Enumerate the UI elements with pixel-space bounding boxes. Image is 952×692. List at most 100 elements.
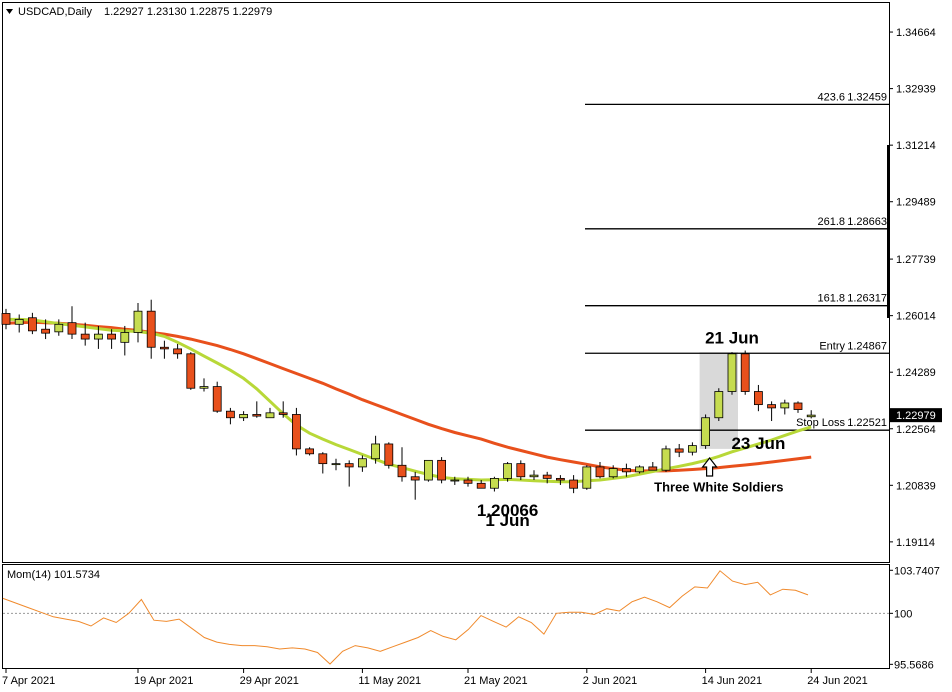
bullish-candle — [582, 466, 592, 489]
bullish-candle — [423, 459, 433, 481]
bearish-candle — [278, 412, 288, 415]
bullish-candle — [714, 391, 724, 419]
bearish-candle — [595, 466, 605, 478]
chart-annotation: 1.20066 — [477, 501, 538, 520]
bearish-candle — [305, 448, 315, 455]
bullish-candle — [14, 318, 24, 325]
momentum-indicator: 103.7407 100 95.5686 — [2, 565, 940, 671]
bullish-candle — [635, 466, 644, 473]
bearish-candle — [344, 463, 354, 468]
price-tick-label: 1.27739 — [896, 254, 936, 266]
momentum-tick-label: 95.5686 — [894, 659, 934, 671]
menu-triangle-icon[interactable] — [6, 9, 13, 14]
bullish-candle — [806, 414, 816, 418]
bearish-candle — [793, 402, 803, 410]
candlesticks — [1, 299, 816, 500]
date-tick-label: 29 Apr 2021 — [240, 675, 299, 687]
bearish-candle — [146, 310, 156, 348]
bullish-candle — [331, 463, 341, 466]
target-levels: 423.6 1.32459 261.8 1.28663 161.8 1.26317 Entr… — [585, 91, 889, 431]
momentum-tick-label: 103.7407 — [894, 565, 940, 577]
bullish-candle — [780, 402, 790, 409]
level-value: 1.32459 — [847, 91, 887, 103]
bearish-candle — [516, 463, 526, 478]
momentum-tick-label: 100 — [894, 608, 912, 620]
level-label: 423.6 — [817, 91, 845, 103]
price-tick-label: 1.22564 — [896, 424, 936, 436]
bearish-candle — [107, 333, 116, 340]
momentum-label: Mom(14) 101.5734 — [7, 569, 100, 581]
price-tick-label: 1.24289 — [896, 367, 936, 379]
current-price-tag — [890, 408, 942, 423]
chart-annotation: Three White Soldiers — [654, 480, 783, 495]
bullish-candle — [199, 386, 209, 389]
bearish-candle — [291, 414, 301, 450]
price-axis: 1.34664 1.32939 1.31214 1.29489 1.27739 1.260… — [887, 27, 942, 549]
bearish-candle — [569, 479, 578, 489]
date-tick-label: 19 Apr 2021 — [134, 675, 193, 687]
bearish-candle — [67, 322, 77, 335]
bearish-candle — [41, 328, 50, 334]
level-label: 261.8 — [817, 216, 845, 228]
level-label: Stop Loss — [796, 417, 845, 429]
momentum-line — [2, 570, 809, 665]
chart-annotation: 21 Jun — [705, 328, 759, 347]
bullish-candle — [371, 443, 381, 460]
up-arrow-icon — [701, 457, 718, 477]
level-value: 1.24867 — [847, 340, 887, 352]
date-tick-label: 11 May 2021 — [358, 675, 421, 687]
bearish-candle — [622, 468, 631, 473]
bullish-candle — [133, 310, 143, 333]
bearish-candle — [252, 414, 262, 417]
bearish-candle — [318, 453, 328, 465]
bearish-candle — [212, 386, 222, 412]
price-tick-label: 1.20839 — [896, 480, 936, 492]
date-axis: 7 Apr 2021 19 Apr 2021 29 Apr 2021 11 May 2… — [2, 669, 868, 687]
bullish-candle — [489, 477, 499, 489]
bullish-candle — [529, 474, 539, 478]
bearish-candle — [754, 391, 763, 406]
chart-annotation: 23 Jun — [731, 434, 785, 453]
bullish-candle — [688, 445, 697, 453]
symbol-label: USDCAD,Daily — [18, 6, 92, 18]
level-value: 1.28663 — [847, 216, 887, 228]
bearish-candle — [225, 410, 235, 419]
bearish-candle — [410, 476, 420, 481]
price-tick-label: 1.34664 — [896, 27, 936, 39]
price-tick-label: 1.19114 — [896, 537, 935, 549]
date-tick-label: 14 Jun 2021 — [702, 675, 763, 687]
bearish-candle — [27, 317, 37, 332]
date-tick-label: 21 May 2021 — [464, 675, 528, 687]
price-tick-label: 1.29489 — [896, 197, 936, 209]
current-price-label: 1.22979 — [896, 410, 936, 422]
bullish-candle — [503, 463, 513, 479]
annotations: 21 Jun 23 Jun Three White Soldiers 1.200661… — [477, 328, 785, 530]
bearish-candle — [674, 448, 684, 453]
price-tick-label: 1.32939 — [896, 84, 936, 96]
date-tick-label: 7 Apr 2021 — [2, 675, 55, 687]
bearish-candle — [1, 313, 11, 325]
bullish-candle — [265, 412, 275, 419]
bearish-candle — [463, 479, 473, 484]
date-tick-label: 2 Jun 2021 — [583, 675, 637, 687]
bullish-candle — [450, 479, 460, 482]
ohlc-readout: 1.22927 1.23130 1.22875 1.22979 — [104, 6, 272, 18]
price-tick-label: 1.31214 — [896, 140, 936, 152]
bearish-candle — [173, 348, 183, 355]
bearish-candle — [767, 404, 776, 409]
bearish-candle — [476, 482, 486, 489]
bearish-candle — [542, 474, 552, 479]
bearish-candle — [80, 333, 90, 340]
bearish-candle — [186, 353, 196, 389]
indicator-panel[interactable] — [2, 564, 890, 669]
bearish-candle — [556, 477, 565, 481]
bearish-candle — [740, 353, 750, 392]
bullish-candle — [727, 353, 737, 392]
bullish-candle — [120, 332, 130, 343]
price-tick-label: 1.26014 — [896, 311, 936, 323]
chart-annotation: 1 Jun — [485, 511, 529, 530]
bullish-candle — [701, 417, 710, 447]
bullish-candle — [94, 333, 103, 340]
bearish-candle — [159, 346, 169, 350]
